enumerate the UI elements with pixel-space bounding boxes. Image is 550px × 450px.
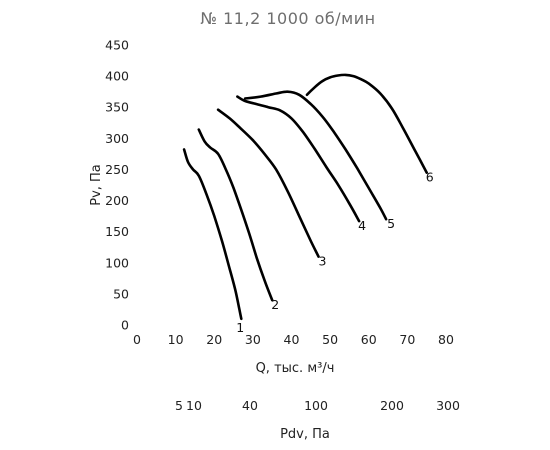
y-tick-label: 300 bbox=[105, 131, 129, 146]
curve-labels: 1 2 3 4 5 6 bbox=[236, 170, 433, 335]
chart-title: № 11,2 1000 об/мин bbox=[200, 9, 375, 28]
curves bbox=[182, 73, 428, 321]
x-tick-label: 10 bbox=[168, 332, 184, 347]
y-tick-label: 50 bbox=[113, 286, 129, 301]
x-axis-label: Q, тыс. м³/ч bbox=[256, 361, 335, 376]
x-tick-label: 20 bbox=[206, 332, 222, 347]
y-tick-label: 400 bbox=[105, 69, 129, 84]
x-tick-labels: 0 10 20 30 40 50 60 70 80 bbox=[133, 332, 454, 347]
secondary-x-tick-labels: 5 10 40 100 200 300 bbox=[175, 398, 460, 413]
y-tick-label: 150 bbox=[105, 224, 129, 239]
secondary-x-axis-label: Pdv, Па bbox=[280, 427, 330, 442]
y-tick-label: 100 bbox=[105, 255, 129, 270]
x-tick-label: 50 bbox=[322, 332, 338, 347]
curve-4 bbox=[236, 95, 361, 223]
y-axis-label: Pv, Па bbox=[89, 164, 104, 206]
x-tick-label: 40 bbox=[284, 332, 300, 347]
curve-label-5: 5 bbox=[387, 216, 395, 231]
x-tick-label: 0 bbox=[133, 332, 141, 347]
curve-6 bbox=[305, 73, 428, 174]
x-tick-label: 70 bbox=[399, 332, 415, 347]
x-tick-label: 80 bbox=[438, 332, 454, 347]
curve-label-1: 1 bbox=[236, 320, 244, 335]
secondary-x-tick-label: 100 bbox=[304, 398, 328, 413]
x-tick-label: 60 bbox=[361, 332, 377, 347]
y-tick-label: 250 bbox=[105, 162, 129, 177]
curve-2 bbox=[197, 128, 274, 302]
y-tick-label: 350 bbox=[105, 100, 129, 115]
secondary-x-tick-label: 5 bbox=[175, 398, 183, 413]
curve-label-2: 2 bbox=[271, 297, 279, 312]
y-tick-label: 200 bbox=[105, 193, 129, 208]
curve-3 bbox=[216, 108, 320, 258]
y-tick-label: 0 bbox=[121, 318, 129, 333]
secondary-x-tick-label: 300 bbox=[436, 398, 460, 413]
secondary-x-tick-label: 10 bbox=[186, 398, 202, 413]
curve-5 bbox=[243, 90, 388, 221]
curve-label-3: 3 bbox=[319, 254, 327, 269]
x-tick-label: 30 bbox=[245, 332, 261, 347]
secondary-x-tick-label: 200 bbox=[380, 398, 404, 413]
curve-label-6: 6 bbox=[426, 170, 434, 185]
curve-label-4: 4 bbox=[358, 218, 366, 233]
y-tick-labels: 0 50 100 150 200 250 300 350 400 450 bbox=[105, 38, 129, 333]
curve-1 bbox=[182, 148, 243, 321]
y-tick-label: 450 bbox=[105, 38, 129, 53]
secondary-x-tick-label: 40 bbox=[242, 398, 258, 413]
